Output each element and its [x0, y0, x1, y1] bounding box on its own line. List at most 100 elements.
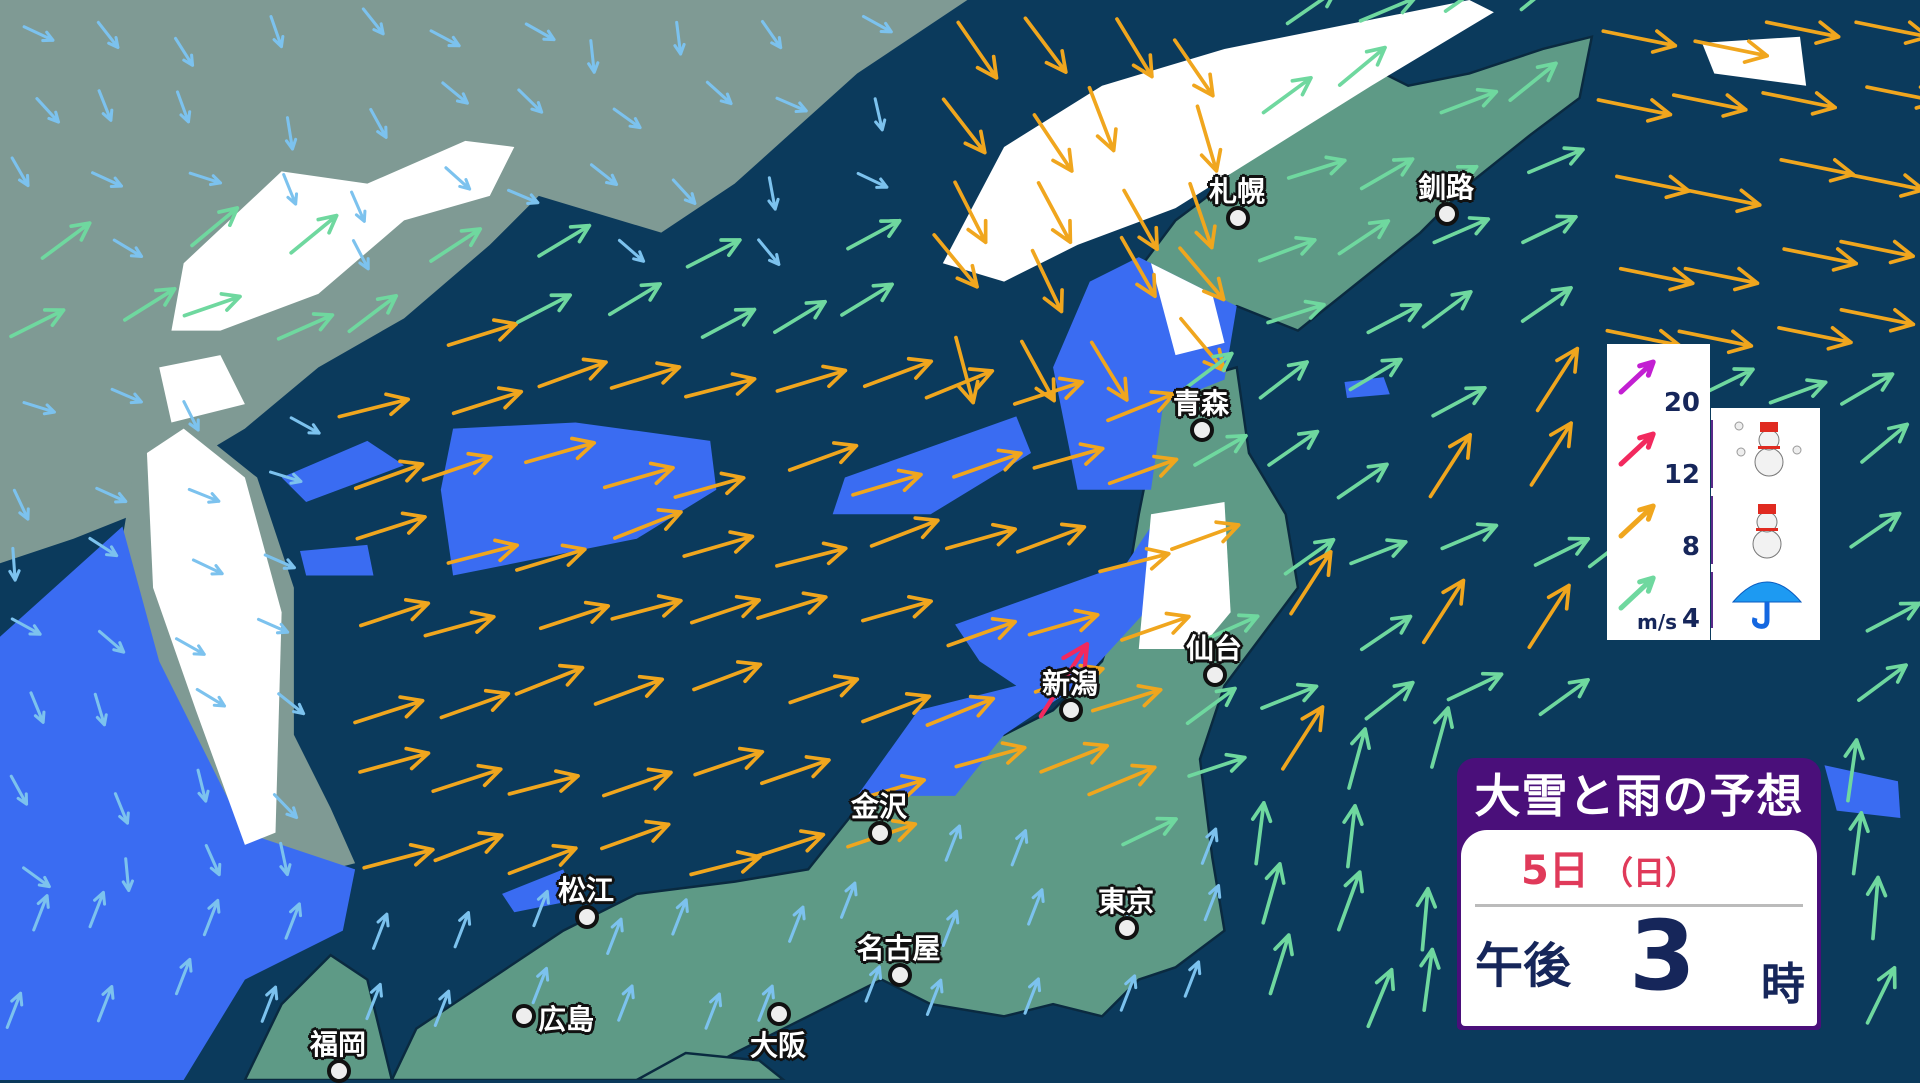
wind-arrow	[1337, 219, 1391, 256]
wind-arrow	[861, 14, 893, 34]
wind-arrow	[1764, 20, 1841, 45]
wind-arrow	[952, 448, 1023, 479]
wind-arrow	[1848, 811, 1870, 876]
wind-arrow	[856, 171, 889, 189]
city-label: 東京	[1098, 885, 1155, 918]
wind-arrow	[1840, 372, 1895, 406]
wind-arrow	[1087, 763, 1157, 797]
japan-land	[243, 35, 1594, 1080]
divider	[1475, 904, 1803, 907]
city-label: 松江	[558, 874, 615, 907]
wind-arrow	[846, 218, 902, 251]
city-dot	[1435, 202, 1459, 226]
wind-arrow	[617, 238, 646, 263]
wind-arrow	[277, 692, 306, 716]
wind-arrow	[284, 902, 303, 940]
wind-arrow	[682, 530, 755, 558]
wind-arrow	[601, 767, 673, 798]
wind-arrow	[1267, 429, 1320, 467]
snow-icon	[1752, 504, 1782, 559]
wind-arrow	[1366, 967, 1396, 1029]
wind-arrow	[263, 553, 296, 570]
wind-arrow	[1030, 248, 1064, 314]
wind-arrow	[1777, 325, 1853, 351]
wind-arrow	[925, 978, 944, 1016]
wind-arrow	[873, 97, 887, 132]
wind-arrow	[95, 486, 128, 504]
wind-arrow	[507, 188, 540, 205]
wind-arrow	[1671, 93, 1748, 118]
wind-arrow	[1618, 431, 1656, 467]
wind-arrow	[1520, 285, 1573, 323]
legend-value-12: 12	[1663, 460, 1700, 490]
wind-arrow	[337, 392, 411, 419]
wind-arrow	[925, 694, 996, 727]
city-label: 広島	[538, 1003, 595, 1036]
forecast-weekday: （日）	[1601, 854, 1698, 892]
wind-arrow	[289, 416, 321, 435]
wind-arrow	[860, 594, 933, 623]
wind-arrow	[1527, 146, 1585, 175]
wind-arrow	[175, 90, 192, 124]
wind-arrow	[423, 610, 496, 638]
wind-arrow	[1839, 307, 1916, 333]
wind-arrow	[1865, 85, 1920, 110]
wind-arrow	[517, 88, 544, 114]
wind-arrow	[593, 674, 665, 706]
wind-arrow	[609, 361, 682, 390]
wind-arrow	[600, 819, 671, 851]
wind-arrow	[29, 691, 46, 724]
wind-arrow	[760, 19, 783, 50]
city-dot	[1226, 206, 1250, 230]
wind-arrow	[1202, 613, 1260, 642]
wind-arrow	[353, 695, 425, 725]
wind-arrow	[1260, 682, 1319, 710]
wind-arrow	[433, 830, 504, 863]
wind-arrow	[1285, 0, 1333, 26]
city-label: 釧路	[1418, 171, 1475, 204]
wind-arrow	[1250, 801, 1273, 866]
wind-arrow	[182, 292, 242, 318]
wind-arrow	[1782, 247, 1859, 272]
wind-arrow	[1364, 680, 1415, 721]
wind-arrow	[767, 176, 780, 211]
wind-arrow	[1596, 98, 1673, 123]
wind-arrow	[97, 89, 114, 122]
legend-value-4: 4	[1681, 604, 1700, 634]
wind-arrow	[204, 844, 222, 877]
wind-arrow	[756, 591, 828, 620]
wind-arrow	[1023, 977, 1042, 1015]
wind-arrow	[1170, 520, 1241, 551]
wind-arrow	[1865, 965, 1897, 1025]
city-dot	[1115, 916, 1139, 940]
wind-arrow	[1768, 378, 1828, 405]
wind-arrow	[775, 96, 808, 114]
wind-arrow	[358, 746, 431, 774]
wind-arrow	[524, 22, 556, 42]
wind-arrow	[689, 594, 761, 625]
forecast-day: 5日	[1521, 848, 1589, 894]
wind-arrow	[256, 617, 290, 635]
wind-arrow	[1415, 886, 1438, 952]
wind-arrow	[673, 20, 686, 56]
legend-value-20: 20	[1663, 388, 1700, 418]
wind-arrow	[190, 206, 240, 248]
city-label: 名古屋	[856, 932, 941, 965]
wind-arrow	[10, 156, 30, 188]
wind-arrow	[775, 541, 848, 568]
wind-arrow	[753, 829, 826, 859]
wind-arrows	[5, 0, 1920, 1030]
legend-unit: m/s	[1637, 610, 1678, 634]
wind-arrow	[1023, 16, 1068, 74]
rain-icon	[1731, 581, 1803, 629]
wind-arrow	[1419, 947, 1441, 1012]
wind-arrow	[1618, 503, 1656, 539]
wind-arrow	[617, 984, 635, 1022]
wind-arrow	[757, 238, 781, 266]
wind-arrow	[276, 312, 335, 341]
wind-arrow	[1865, 601, 1920, 633]
wind-arrow	[1342, 803, 1364, 869]
wind-arrow	[433, 989, 452, 1027]
city-label: 新潟	[1042, 667, 1099, 700]
